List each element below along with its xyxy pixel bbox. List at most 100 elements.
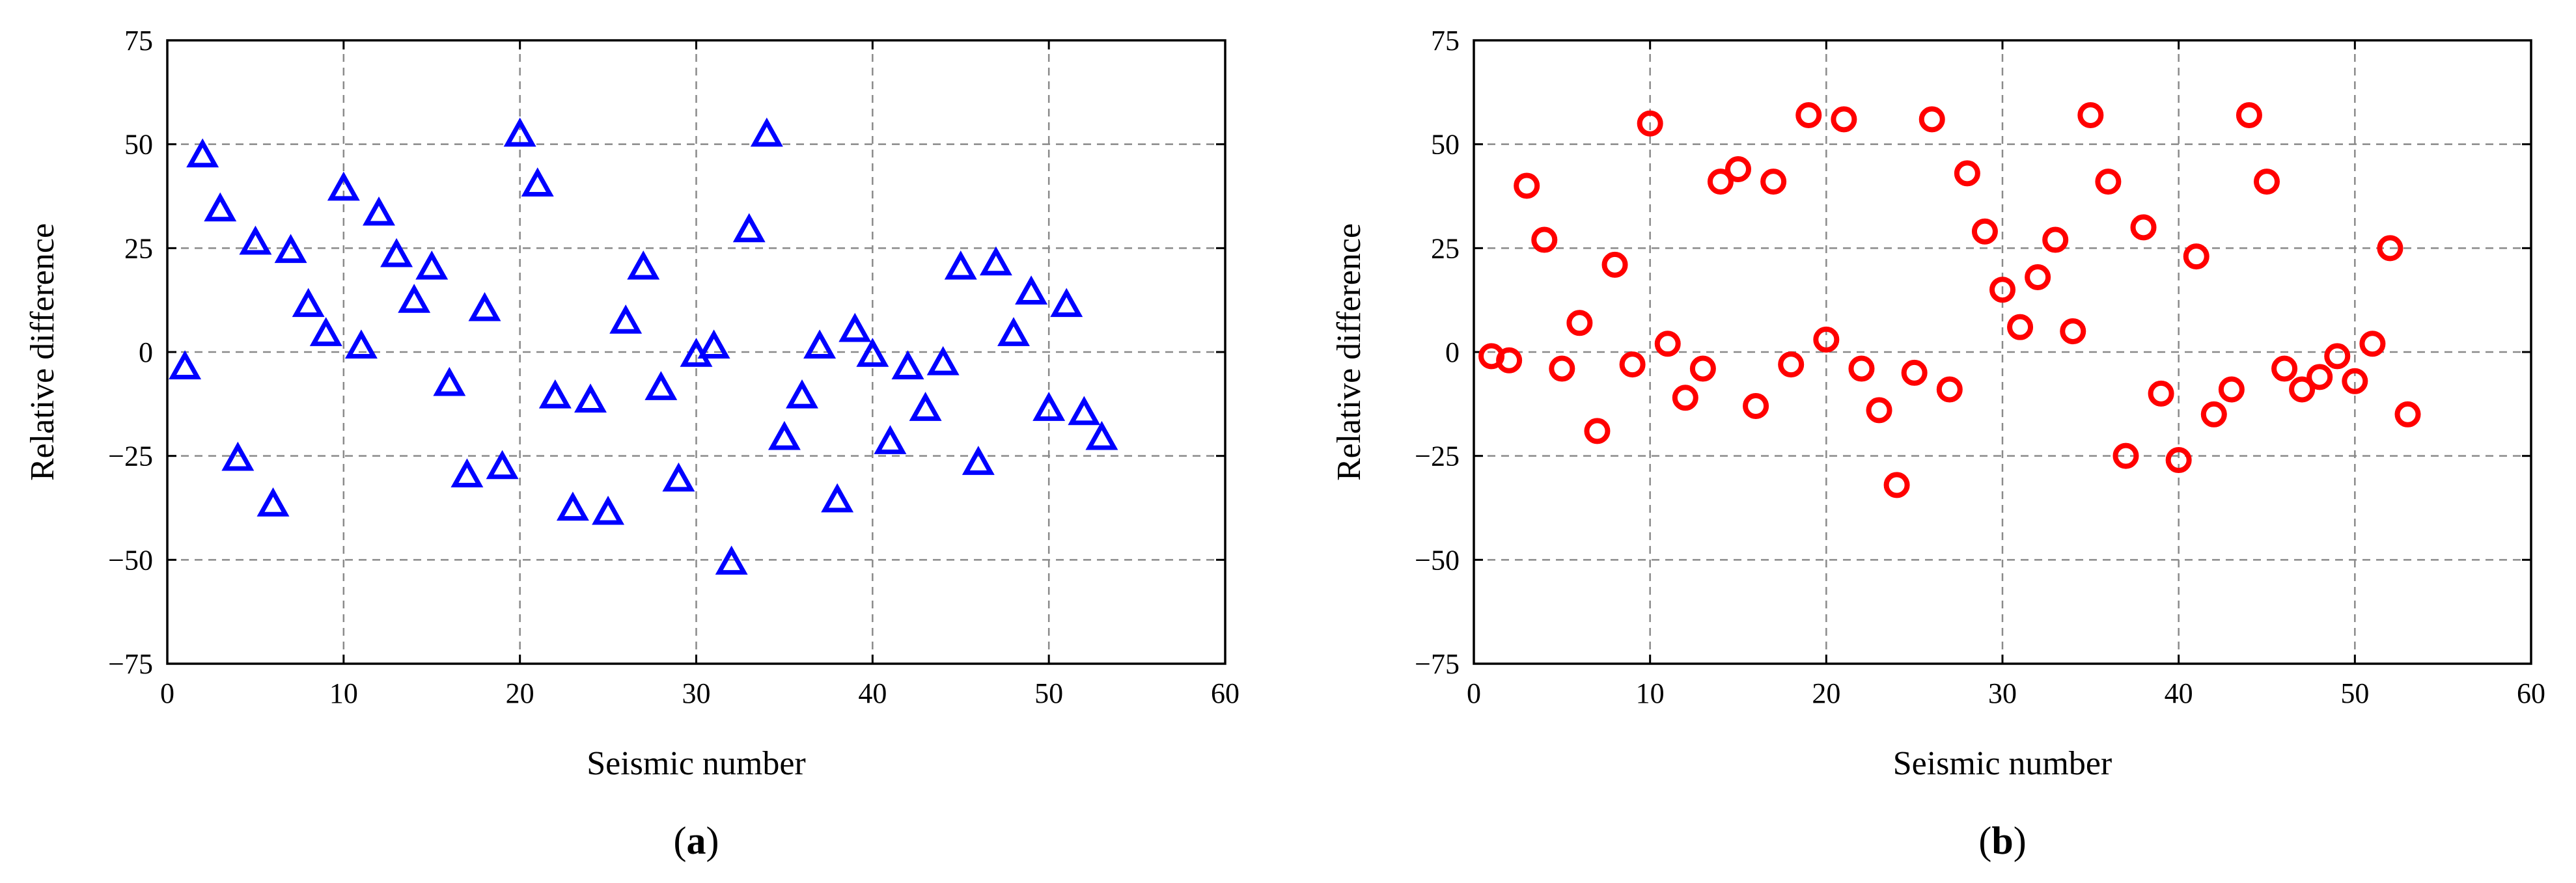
data-point [556, 491, 589, 521]
data-point [380, 238, 413, 267]
data-point [1848, 355, 1875, 382]
data-point [1778, 351, 1805, 378]
data-point [1584, 418, 1611, 444]
data-point [1032, 392, 1066, 421]
y-tick-label: −25 [1415, 441, 1460, 472]
data-point [750, 117, 783, 147]
data-point [2077, 102, 2104, 128]
x-axis-title: Seismic number [1893, 745, 2112, 782]
data-point [627, 251, 660, 280]
panel-label: (b) [1978, 819, 2026, 862]
x-tick-label: 10 [329, 677, 358, 709]
data-point [2289, 376, 2316, 403]
data-point [2060, 318, 2086, 345]
x-tick-label: 30 [1988, 677, 2017, 709]
x-tick-label: 50 [1034, 677, 1063, 709]
data-point [909, 392, 942, 421]
y-tick-label: 0 [1445, 336, 1460, 368]
data-point [1831, 106, 1857, 133]
y-tick-label: 75 [124, 25, 153, 57]
data-point [1566, 310, 1593, 336]
data-point [1901, 359, 1928, 386]
panel-label-paren-open: ( [674, 819, 687, 862]
data-point [1989, 277, 2015, 303]
data-point [1813, 326, 1840, 353]
y-tick-label: 50 [1431, 129, 1460, 161]
x-tick-label: 0 [160, 677, 174, 709]
data-point [1672, 385, 1698, 411]
data-point [1068, 396, 1101, 426]
data-point [2254, 169, 2280, 195]
data-point [204, 192, 237, 222]
data-point [2148, 380, 2174, 407]
data-point [2218, 376, 2245, 403]
data-point [768, 420, 801, 450]
data-point [239, 225, 272, 255]
data-point [803, 329, 837, 359]
x-tick-label: 20 [506, 677, 534, 709]
data-point [821, 483, 854, 513]
data-point [609, 305, 643, 334]
data-point [574, 383, 607, 413]
data-point [1050, 288, 1083, 318]
data-point [1883, 472, 1910, 498]
data-point [221, 441, 255, 471]
y-axis-title: Relative difference [24, 223, 61, 481]
data-point [2007, 314, 2034, 340]
data-point [1760, 169, 1787, 195]
data-point [874, 425, 907, 454]
data-point [786, 379, 818, 409]
data-point [415, 251, 449, 280]
data-point [944, 251, 977, 280]
x-tick-label: 50 [2340, 677, 2369, 709]
data-point [274, 234, 307, 264]
data-point [1725, 156, 1751, 182]
y-tick-label: −75 [108, 648, 153, 680]
y-tick-label: 25 [1431, 232, 1460, 264]
data-point [1549, 355, 1575, 382]
data-point [398, 284, 431, 313]
x-axis-title: Seismic number [587, 745, 806, 782]
y-tick-label: −50 [108, 544, 153, 576]
x-tick-label: 10 [1636, 677, 1665, 709]
y-tick-label: 25 [124, 232, 153, 264]
data-point [169, 350, 202, 379]
data-point [1795, 102, 1822, 128]
data-point [1971, 218, 1998, 245]
x-tick-label: 20 [1812, 677, 1840, 709]
x-tick-label: 60 [1211, 677, 1240, 709]
data-point [450, 458, 484, 488]
data-point [2025, 264, 2051, 291]
y-tick-label: 50 [124, 129, 153, 161]
x-tick-label: 60 [2517, 677, 2545, 709]
y-tick-label: −75 [1415, 648, 1460, 680]
data-point [1531, 226, 1558, 253]
y-axis-title: Relative difference [1331, 223, 1368, 481]
panel-label-letter: b [1991, 819, 2013, 862]
data-point [1654, 331, 1681, 357]
data-point [1601, 251, 1628, 278]
panel-label-paren-open: ( [1978, 819, 1991, 862]
data-point [592, 495, 625, 525]
data-point [1707, 169, 1734, 195]
data-point [468, 292, 501, 321]
data-point [344, 329, 378, 359]
data-point [2324, 343, 2351, 370]
data-point [292, 288, 325, 318]
data-point [363, 196, 395, 226]
data-point [697, 329, 730, 359]
data-point [1743, 393, 1769, 420]
data-point [997, 317, 1030, 346]
data-point [732, 213, 766, 243]
data-point [1918, 106, 1945, 133]
y-tick-label: 75 [1431, 25, 1460, 57]
data-point [1085, 420, 1118, 450]
data-point [2236, 102, 2262, 128]
data-point [1514, 172, 1540, 199]
data-point [1496, 347, 1523, 374]
data-point [662, 462, 695, 492]
data-point [256, 487, 290, 517]
x-tick-label: 30 [682, 677, 711, 709]
